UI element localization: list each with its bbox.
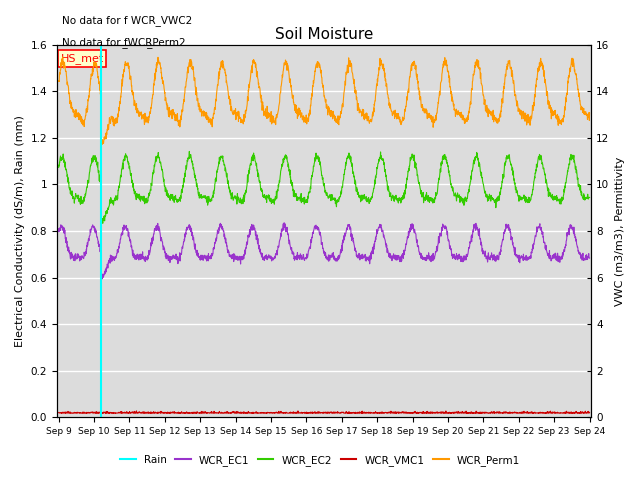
Y-axis label: Electrical Conductivity (dS/m), Rain (mm): Electrical Conductivity (dS/m), Rain (mm… [15, 115, 25, 347]
Legend: Rain, WCR_EC1, WCR_EC2, WCR_VMC1, WCR_Perm1: Rain, WCR_EC1, WCR_EC2, WCR_VMC1, WCR_Pe… [116, 451, 524, 470]
Text: HS_met: HS_met [60, 53, 104, 64]
Text: No data for f WCR_VWC2: No data for f WCR_VWC2 [62, 15, 193, 25]
Y-axis label: VWC (m3/m3), Permittivity: VWC (m3/m3), Permittivity [615, 156, 625, 306]
Text: No data for f̲WCR̲Perm2: No data for f̲WCR̲Perm2 [62, 37, 186, 48]
Title: Soil Moisture: Soil Moisture [275, 27, 373, 42]
